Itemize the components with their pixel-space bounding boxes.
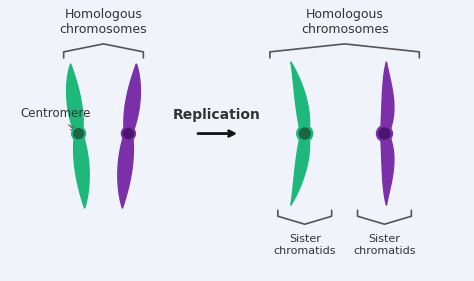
- Polygon shape: [67, 64, 83, 133]
- Circle shape: [73, 129, 83, 139]
- Polygon shape: [291, 133, 310, 205]
- Polygon shape: [118, 133, 133, 208]
- Polygon shape: [381, 62, 394, 133]
- Circle shape: [376, 126, 392, 142]
- Circle shape: [297, 126, 313, 142]
- Text: Homologous
chromosomes: Homologous chromosomes: [60, 8, 147, 36]
- Text: Centromere: Centromere: [21, 107, 91, 131]
- Polygon shape: [291, 62, 310, 133]
- Text: Sister
chromatids: Sister chromatids: [353, 234, 416, 256]
- Circle shape: [123, 129, 133, 139]
- Text: Sister
chromatids: Sister chromatids: [273, 234, 336, 256]
- Text: Homologous
chromosomes: Homologous chromosomes: [301, 8, 388, 36]
- Circle shape: [121, 126, 136, 140]
- Polygon shape: [381, 133, 394, 205]
- Polygon shape: [73, 133, 89, 208]
- Text: Replication: Replication: [173, 108, 261, 122]
- Polygon shape: [124, 64, 140, 133]
- Circle shape: [299, 128, 310, 139]
- Circle shape: [379, 128, 390, 139]
- Circle shape: [72, 126, 86, 140]
